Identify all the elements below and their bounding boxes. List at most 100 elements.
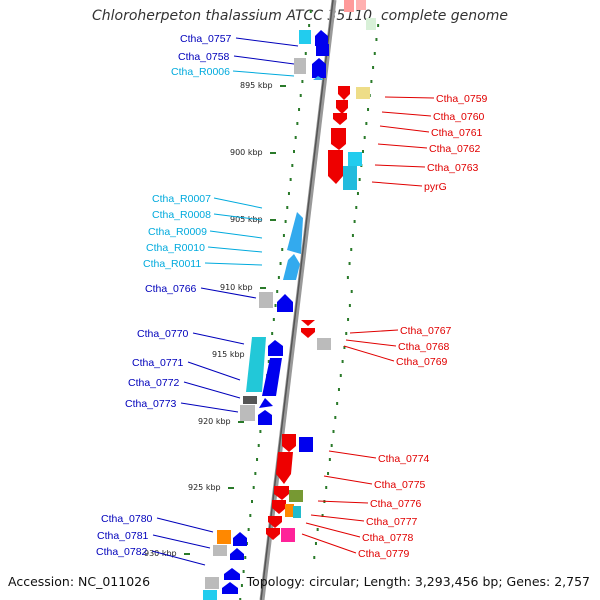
gene-feature-red	[338, 86, 350, 100]
gene-feature-gray	[259, 292, 273, 308]
gene-feature-gray	[213, 545, 227, 556]
gene-label-reverse: Ctha_0776	[370, 498, 422, 510]
gene-label-reverse: Ctha_0759	[436, 93, 488, 105]
gene-feature-red	[333, 113, 347, 125]
gene-feature-olive	[289, 490, 303, 502]
tick-mark	[228, 487, 234, 489]
label-leader-line	[317, 500, 369, 504]
gene-feature-red	[268, 516, 282, 528]
gene-feature-blue	[312, 58, 326, 78]
gene-feature-gray	[317, 338, 331, 350]
gene-feature-cyan	[203, 590, 217, 600]
gene-feature-blue	[268, 340, 283, 356]
gene-feature-red	[272, 500, 286, 514]
gene-feature-yellow	[356, 87, 370, 99]
tick-label: 925 kbp	[188, 483, 221, 492]
gene-label-reverse: pyrG	[424, 181, 447, 193]
gene-label-reverse: Ctha_0762	[429, 143, 481, 155]
gene-feature-red	[331, 128, 346, 150]
rna-feature	[287, 212, 303, 254]
gene-label-reverse: Ctha_0760	[433, 111, 485, 123]
gene-feature-red	[266, 528, 280, 540]
gene-label-forward: Ctha_0773	[125, 398, 177, 410]
tick-label: 900 kbp	[230, 148, 263, 157]
label-leader-line	[209, 230, 263, 239]
tick-label: 915 kbp	[212, 350, 245, 359]
gene-label-reverse: Ctha_0769	[396, 356, 448, 368]
reverse-feature-partial	[356, 0, 366, 10]
label-leader-line	[301, 533, 357, 554]
gene-label-forward: Ctha_R0009	[148, 226, 207, 238]
tick-mark	[260, 287, 266, 289]
gene-feature-gray	[294, 58, 306, 74]
gene-feature-blue-long	[262, 358, 282, 396]
map-title: Chloroherpeton thalassium ATCC 35110, co…	[92, 8, 508, 24]
gene-feature-gray	[240, 405, 255, 421]
topology-text: Topology: circular; Length: 3,293,456 bp…	[246, 574, 590, 589]
gene-feature-red	[328, 150, 343, 184]
tick-mark	[280, 85, 286, 87]
gene-feature-dark	[243, 396, 257, 404]
gene-labels: Ctha_0757 Ctha_0758 Ctha_R0006 Ctha_R0007 Ct…	[96, 33, 488, 566]
gene-label-forward: Ctha_R0007	[152, 193, 211, 205]
gene-feature-blue	[299, 437, 313, 452]
tick-label: 905 kbp	[230, 215, 263, 224]
tick-label: 910 kbp	[220, 283, 253, 292]
tick-mark	[184, 553, 190, 555]
label-leader-line	[379, 125, 430, 133]
label-leader-line	[328, 450, 377, 459]
gene-label-forward: Ctha_R0006	[171, 66, 230, 78]
gene-label-forward: Ctha_R0011	[143, 258, 201, 270]
label-leader-line	[207, 246, 263, 253]
gene-feature-magenta	[281, 528, 295, 542]
tick-label: 920 kbp	[198, 417, 231, 426]
label-leader-line	[204, 262, 263, 266]
gene-feature-red	[276, 452, 293, 484]
gene-label-reverse: Ctha_0763	[427, 162, 479, 174]
gene-label-forward: Ctha_0771	[132, 357, 184, 369]
gene-feature-cyan-long	[246, 337, 266, 392]
gene-feature-red	[336, 100, 348, 114]
label-leader-line	[152, 534, 211, 549]
gene-label-reverse: Ctha_0761	[431, 127, 483, 139]
gene-feature-red	[282, 434, 296, 452]
gene-feature-blue	[315, 30, 328, 46]
reverse-track-guide	[313, 24, 380, 559]
gene-feature-blue	[230, 548, 244, 560]
gene-feature-cyan	[348, 152, 362, 166]
reverse-feature-partial	[344, 0, 354, 12]
label-leader-line	[381, 111, 432, 117]
label-leader-line	[345, 339, 397, 347]
label-leader-line	[384, 96, 435, 99]
rna-feature	[313, 76, 324, 80]
label-leader-line	[323, 475, 373, 485]
gene-label-reverse: Ctha_0767	[400, 325, 452, 337]
label-leader-line	[374, 164, 426, 168]
gene-label-forward: Ctha_0770	[137, 328, 189, 340]
gene-label-forward: Ctha_R0008	[152, 209, 211, 221]
tick-mark	[270, 152, 276, 154]
label-leader-line	[232, 70, 295, 77]
gene-label-forward: Ctha_0780	[101, 513, 153, 525]
label-leader-line	[377, 143, 428, 149]
gene-label-forward: Ctha_R0010	[146, 242, 205, 254]
label-leader-line	[183, 381, 241, 399]
label-leader-line	[192, 332, 245, 345]
label-leader-line	[310, 514, 365, 522]
gene-feature-red	[274, 486, 289, 500]
gene-feature-cyan	[299, 30, 311, 44]
gene-label-forward: Ctha_0782	[96, 546, 148, 558]
label-leader-line	[180, 402, 239, 413]
accession-text: Accession: NC_011026	[8, 574, 151, 589]
rna-feature	[283, 254, 300, 280]
gene-label-forward: Ctha_0781	[97, 530, 149, 542]
gene-feature-blue	[224, 568, 240, 580]
gene-label-reverse: Ctha_0774	[378, 453, 430, 465]
tick-marks: 895 kbp 900 kbp 905 kbp 910 kbp 915 kbp 920 k…	[144, 81, 286, 558]
label-leader-line	[349, 329, 399, 334]
gene-label-forward: Ctha_0758	[178, 51, 230, 63]
label-leader-line	[156, 517, 214, 533]
gene-feature-orange	[217, 530, 231, 544]
label-leader-line	[305, 522, 361, 538]
